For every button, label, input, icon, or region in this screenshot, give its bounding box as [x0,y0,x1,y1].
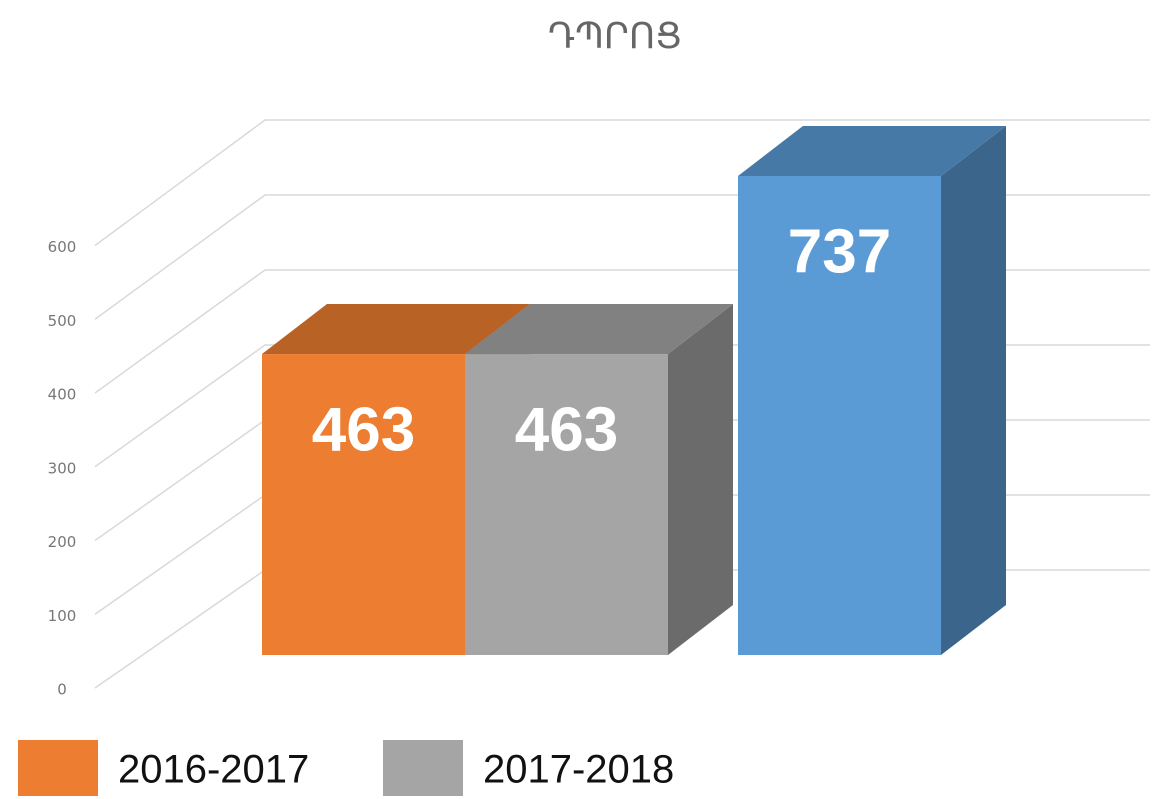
y-tick-label: 0 [57,681,67,699]
y-tick-label: 500 [48,312,77,330]
data-label: 463 [515,395,618,464]
data-label: 737 [788,217,891,286]
y-tick-label: 200 [48,533,77,551]
data-label: 463 [312,395,415,464]
grid-line [94,119,1150,247]
y-tick-label: 600 [48,238,77,256]
chart-title: ԴՊՐՈՑ [548,16,682,57]
bar [262,354,465,655]
bar-side [941,125,1006,655]
legend-swatch [383,740,463,796]
bar-side [668,304,733,655]
bar [465,354,668,655]
bar-top [465,304,733,355]
legend-swatch [18,740,98,796]
legend-label: 2016-2017 [118,748,309,792]
y-tick-label: 400 [48,386,77,404]
bar [738,175,941,655]
bar-top [738,125,1006,176]
legend-label: 2017-2018 [483,748,674,792]
y-tick-label: 100 [48,607,77,625]
y-tick-label: 300 [48,459,77,477]
bar-top [262,304,530,355]
